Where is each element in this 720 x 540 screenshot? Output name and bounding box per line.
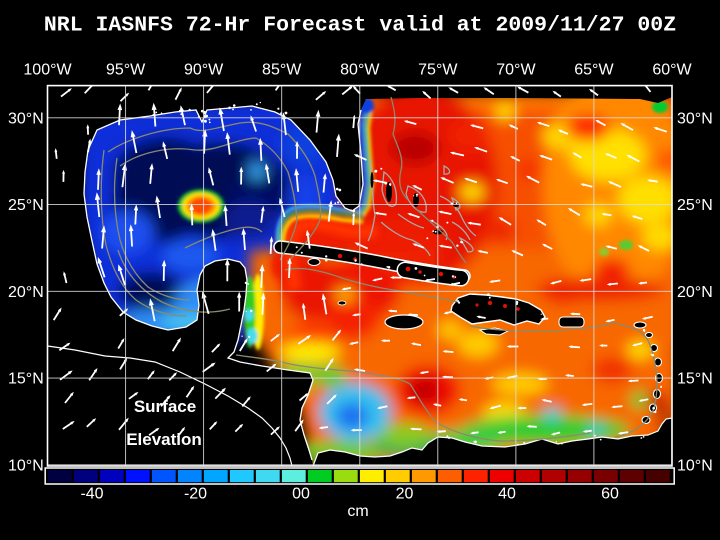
svg-text:20°N: 20°N [677,284,713,301]
svg-text:30°N: 30°N [677,110,713,127]
svg-text:30°N: 30°N [8,110,44,127]
svg-text:80°W: 80°W [340,62,380,79]
svg-text:cm: cm [347,503,368,520]
svg-text:20: 20 [396,486,414,503]
svg-text:Elevation: Elevation [126,430,202,449]
svg-text:60°W: 60°W [652,62,692,79]
svg-text:10°N: 10°N [8,457,44,474]
svg-text:25°N: 25°N [8,197,44,214]
svg-text:60: 60 [601,486,619,503]
svg-text:00: 00 [292,486,310,503]
svg-text:75°W: 75°W [418,62,458,79]
svg-text:-20: -20 [184,486,207,503]
svg-text:20°N: 20°N [8,284,44,301]
svg-text:40: 40 [498,486,516,503]
svg-text:70°W: 70°W [496,62,536,79]
svg-text:Surface: Surface [134,397,196,416]
svg-text:10°N: 10°N [677,457,713,474]
svg-text:15°N: 15°N [677,371,713,388]
svg-text:25°N: 25°N [677,197,713,214]
svg-text:90°W: 90°W [184,62,224,79]
svg-text:95°W: 95°W [106,62,146,79]
svg-text:-40: -40 [80,486,103,503]
svg-text:65°W: 65°W [574,62,614,79]
svg-text:85°W: 85°W [262,62,302,79]
svg-text:100°W: 100°W [23,62,72,79]
svg-text:15°N: 15°N [8,371,44,388]
svg-text:NRL IASNFS 72-Hr Forecast val: NRL IASNFS 72-Hr Forecast valid at 2009/… [44,14,676,38]
